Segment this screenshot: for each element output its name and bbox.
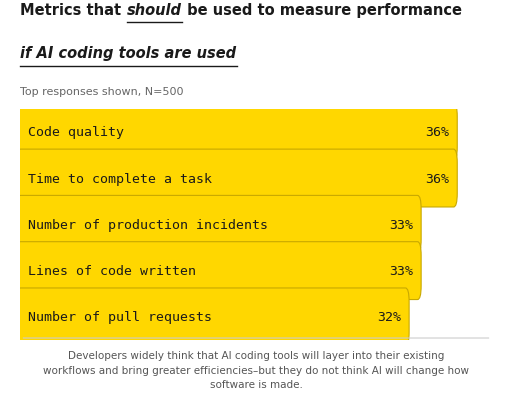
Text: if AI coding tools are used: if AI coding tools are used [20, 46, 237, 61]
FancyBboxPatch shape [17, 242, 421, 300]
Text: be used to measure performance: be used to measure performance [182, 3, 462, 18]
Text: Lines of code written: Lines of code written [28, 264, 196, 277]
FancyBboxPatch shape [17, 150, 457, 207]
Text: 33%: 33% [389, 218, 413, 231]
Text: Developers widely think that AI coding tools will layer into their existing
work: Developers widely think that AI coding t… [43, 350, 469, 390]
Text: 36%: 36% [425, 126, 449, 139]
Text: Top responses shown, N=500: Top responses shown, N=500 [20, 86, 184, 96]
Text: Number of production incidents: Number of production incidents [28, 218, 268, 231]
Text: Time to complete a task: Time to complete a task [28, 172, 211, 185]
Text: 33%: 33% [389, 264, 413, 277]
Text: 32%: 32% [377, 311, 401, 324]
Text: Metrics that: Metrics that [20, 3, 127, 18]
Text: should: should [127, 3, 182, 18]
FancyBboxPatch shape [17, 104, 457, 161]
FancyBboxPatch shape [17, 288, 409, 346]
FancyBboxPatch shape [17, 196, 421, 254]
Text: Code quality: Code quality [28, 126, 124, 139]
Text: Number of pull requests: Number of pull requests [28, 311, 211, 324]
Text: 36%: 36% [425, 172, 449, 185]
